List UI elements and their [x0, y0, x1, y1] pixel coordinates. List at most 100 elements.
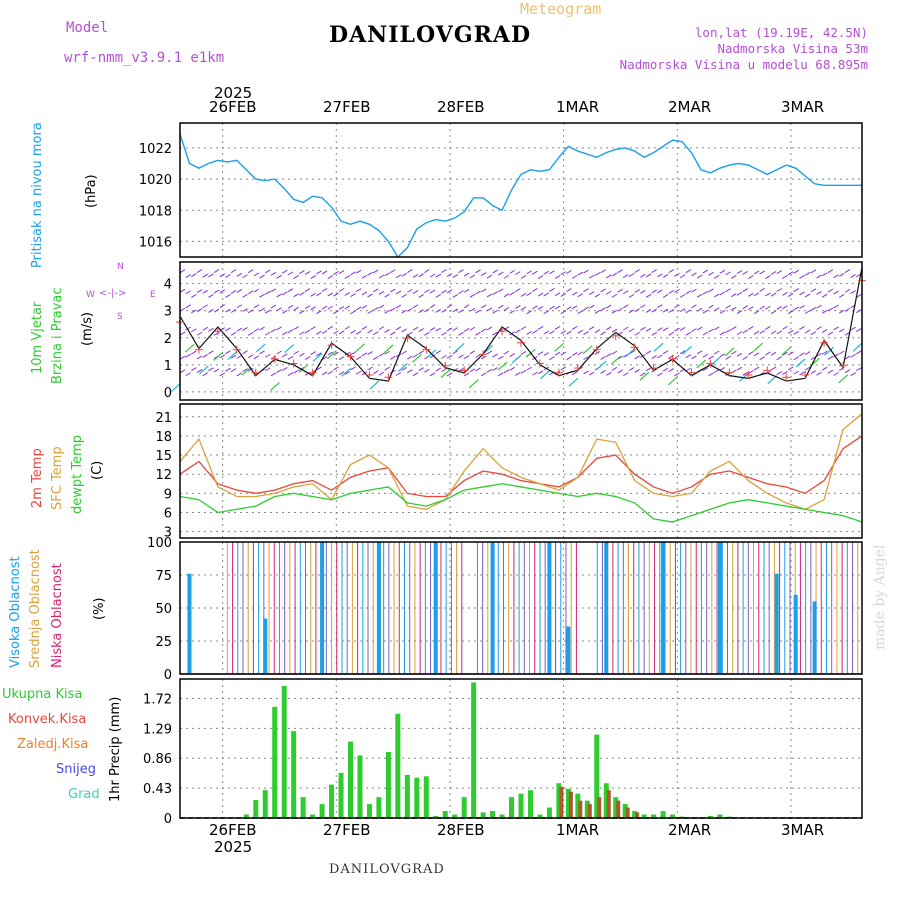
- precip-tick-label: 0.86: [143, 752, 172, 767]
- wind-barb: [344, 325, 351, 330]
- temp-dewpt-line: [179, 483, 863, 523]
- wind-arrow: [653, 342, 664, 352]
- precip-total-bar: [461, 797, 467, 818]
- wind-barb: [753, 310, 760, 315]
- wind-barb: [435, 350, 442, 355]
- wind-barb: [623, 326, 629, 331]
- wind-barb: [458, 290, 464, 295]
- wind-arrow: [667, 376, 678, 386]
- precip-total-bar: [395, 713, 401, 818]
- wind-barb: [475, 309, 481, 314]
- wind-arrow: [540, 370, 550, 380]
- wind-barb: [588, 326, 595, 330]
- high-cloud-bar: [774, 573, 779, 674]
- wind-barb: [492, 291, 498, 296]
- precip-conv-bar: [578, 800, 583, 818]
- wind-barb: [338, 371, 345, 375]
- wind-barb: [708, 288, 714, 293]
- wind-barb: [543, 352, 549, 357]
- wind-barb: [787, 271, 794, 276]
- wind-barb: [372, 370, 379, 375]
- wind-barb: [515, 271, 521, 276]
- wind-barb: [378, 326, 385, 331]
- wind-barb: [293, 275, 299, 279]
- wind-barb: [844, 369, 851, 374]
- wind-barb: [674, 289, 680, 293]
- wind-barb: [560, 351, 567, 356]
- wind-barb: [208, 273, 214, 278]
- precip-tick-label: 0: [164, 812, 172, 827]
- day-label-bottom-4: 1MAR: [556, 821, 600, 839]
- wind-barb: [583, 306, 589, 311]
- wind-barb: [418, 350, 424, 355]
- wind-barb: [611, 272, 618, 277]
- wind-arrow: [611, 355, 621, 365]
- wind-barb: [333, 351, 339, 356]
- wind-barb: [361, 352, 368, 357]
- wind-barb: [554, 325, 561, 330]
- wind-arrow: [824, 346, 834, 356]
- wind-barb: [310, 306, 316, 311]
- wind-barb: [429, 273, 436, 278]
- wind-arrow: [227, 351, 238, 360]
- wind-barb: [293, 369, 299, 374]
- wind-barb: [827, 355, 834, 360]
- wind-arrow: [241, 366, 252, 376]
- wind-barb: [782, 325, 788, 330]
- wind-barb: [412, 353, 419, 358]
- wind-arrow: [625, 348, 636, 357]
- wind-barb: [179, 307, 186, 312]
- wind-barb: [611, 328, 618, 333]
- wind-barb: [395, 326, 402, 331]
- wind-barb: [225, 327, 231, 332]
- wind-barb: [713, 369, 720, 374]
- wind-barb: [458, 331, 464, 336]
- wind-barb: [208, 327, 214, 332]
- wind-barb: [645, 350, 652, 355]
- wind-barb: [799, 274, 805, 279]
- wind-barb: [605, 371, 612, 376]
- high-cloud-bar: [376, 542, 381, 674]
- wind-barb: [367, 293, 373, 298]
- wind-barb: [259, 293, 265, 298]
- wind-barb: [213, 269, 220, 273]
- wind-arrow: [781, 346, 792, 356]
- precip-frame: [179, 678, 863, 819]
- wind-barb: [628, 367, 635, 371]
- wind-barb: [679, 350, 686, 355]
- wind-barb: [640, 372, 646, 377]
- wind-barb: [469, 274, 476, 279]
- wind-barb: [498, 288, 504, 293]
- wind-barb: [202, 354, 208, 358]
- wind-barb: [702, 353, 709, 358]
- high-cloud-bar: [490, 542, 495, 674]
- wind-barb: [475, 290, 481, 295]
- wind-barb: [537, 292, 544, 297]
- wind-barb: [708, 355, 714, 360]
- wind-barb: [725, 304, 731, 309]
- wind-barb: [748, 326, 754, 330]
- wind-barb: [605, 290, 612, 295]
- wind-barb: [713, 293, 720, 298]
- wind-barb: [236, 327, 243, 332]
- wind-barb: [674, 354, 680, 359]
- wind-barb: [463, 304, 470, 309]
- wind-barb: [640, 289, 646, 294]
- wind-barb: [674, 327, 680, 332]
- wind-barb: [179, 355, 186, 360]
- wind-barb: [480, 272, 487, 277]
- wind-barb: [515, 372, 521, 376]
- wind-barb: [742, 305, 748, 310]
- wind-barb: [685, 331, 692, 336]
- precip-total-bar: [329, 784, 335, 818]
- wind-barb: [219, 304, 226, 309]
- precip-legend-snow: Snijeg: [56, 762, 96, 777]
- wind-barb: [543, 292, 549, 297]
- wind-barb: [259, 326, 265, 331]
- wind-barb: [600, 370, 606, 374]
- wind-barb: [338, 306, 345, 310]
- wind-barb: [304, 356, 311, 360]
- wind-arrow: [270, 381, 280, 391]
- precip-total-bar: [490, 811, 496, 818]
- wind-barb: [429, 372, 436, 377]
